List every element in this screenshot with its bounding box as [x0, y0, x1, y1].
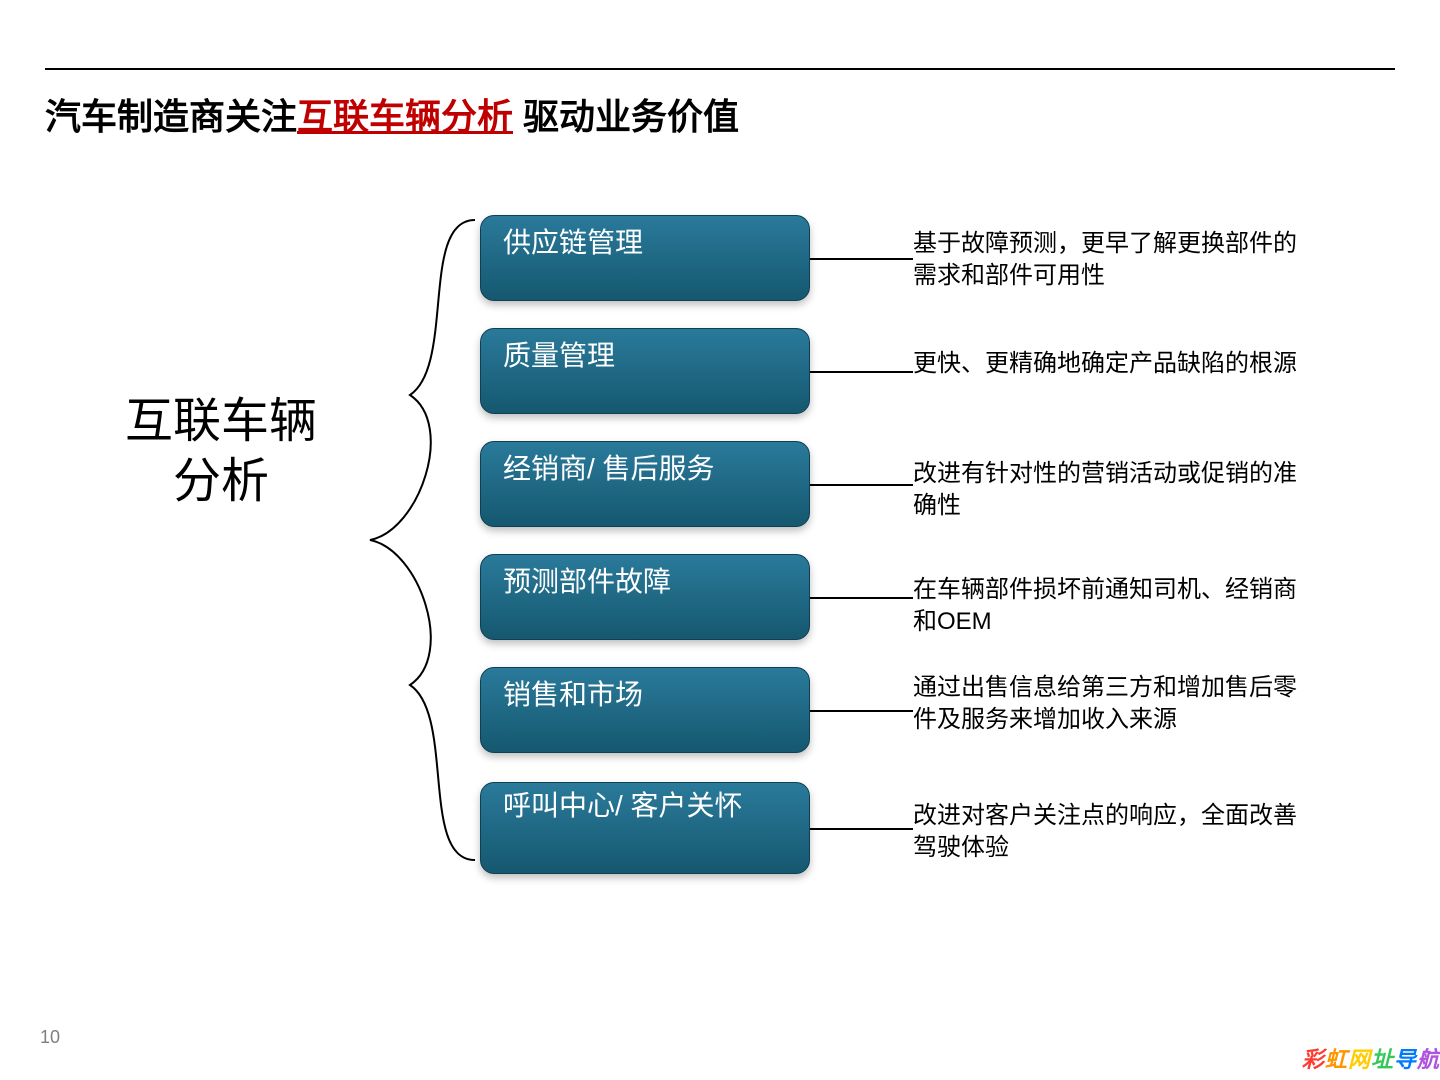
connector-3 — [810, 597, 913, 599]
connector-2 — [810, 484, 913, 486]
connector-0 — [810, 258, 913, 260]
pill-2: 经销商/ 售后服务 — [480, 441, 810, 527]
brace-icon — [340, 210, 480, 870]
slide-title: 汽车制造商关注互联车辆分析 驱动业务价值 — [45, 88, 739, 140]
connector-5 — [810, 828, 913, 830]
pill-4: 销售和市场 — [480, 667, 810, 753]
title-part2: 驱动业务价值 — [513, 96, 739, 137]
desc-5: 改进对客户关注点的响应，全面改善驾驶体验 — [913, 800, 1313, 865]
desc-1: 更快、更精确地确定产品缺陷的根源 — [913, 348, 1313, 380]
root-label: 互联车辆 分析 — [125, 392, 317, 512]
desc-3: 在车辆部件损坏前通知司机、经销商和OEM — [913, 574, 1313, 639]
header-rule — [45, 68, 1395, 70]
title-part1: 汽车制造商关注 — [45, 96, 297, 137]
pill-0: 供应链管理 — [480, 215, 810, 301]
title-accent: 互联车辆分析 — [297, 96, 513, 137]
root-line1: 互联车辆 — [125, 392, 317, 452]
desc-4: 通过出售信息给第三方和增加售后零件及服务来增加收入来源 — [913, 672, 1313, 737]
pill-1: 质量管理 — [480, 328, 810, 414]
connector-4 — [810, 710, 913, 712]
page-number: 10 — [40, 1027, 60, 1048]
root-line2: 分析 — [125, 452, 317, 512]
watermark: 彩虹网址导航 — [1302, 1042, 1440, 1074]
desc-2: 改进有针对性的营销活动或促销的准确性 — [913, 458, 1313, 523]
pill-5: 呼叫中心/ 客户关怀 — [480, 782, 810, 874]
pill-3: 预测部件故障 — [480, 554, 810, 640]
connector-1 — [810, 371, 913, 373]
desc-0: 基于故障预测，更早了解更换部件的需求和部件可用性 — [913, 228, 1313, 293]
